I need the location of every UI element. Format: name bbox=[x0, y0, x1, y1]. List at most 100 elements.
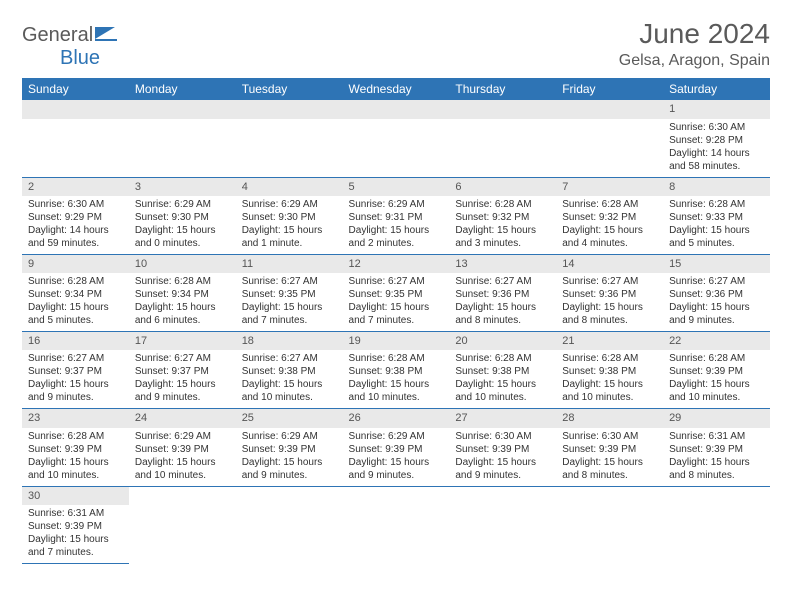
day-body: Sunrise: 6:30 AMSunset: 9:39 PMDaylight:… bbox=[556, 428, 663, 486]
day-cell bbox=[236, 486, 343, 563]
week-row: 2Sunrise: 6:30 AMSunset: 9:29 PMDaylight… bbox=[22, 177, 770, 254]
day-cell bbox=[343, 100, 450, 177]
day-body: Sunrise: 6:28 AMSunset: 9:39 PMDaylight:… bbox=[663, 350, 770, 408]
daylight-text: Daylight: 15 hours and 9 minutes. bbox=[28, 378, 123, 404]
sunset-text: Sunset: 9:39 PM bbox=[562, 443, 657, 456]
sunset-text: Sunset: 9:37 PM bbox=[28, 365, 123, 378]
day-header: Thursday bbox=[449, 78, 556, 100]
sunrise-text: Sunrise: 6:31 AM bbox=[28, 507, 123, 520]
day-cell: 4Sunrise: 6:29 AMSunset: 9:30 PMDaylight… bbox=[236, 177, 343, 254]
day-cell: 15Sunrise: 6:27 AMSunset: 9:36 PMDayligh… bbox=[663, 254, 770, 331]
sunrise-text: Sunrise: 6:30 AM bbox=[28, 198, 123, 211]
sunset-text: Sunset: 9:32 PM bbox=[562, 211, 657, 224]
day-cell bbox=[129, 486, 236, 563]
week-row: 16Sunrise: 6:27 AMSunset: 9:37 PMDayligh… bbox=[22, 332, 770, 409]
day-cell: 13Sunrise: 6:27 AMSunset: 9:36 PMDayligh… bbox=[449, 254, 556, 331]
day-number: 14 bbox=[556, 255, 663, 273]
day-number: 7 bbox=[556, 178, 663, 196]
sunrise-text: Sunrise: 6:28 AM bbox=[455, 352, 550, 365]
day-number: 18 bbox=[236, 332, 343, 350]
day-cell: 20Sunrise: 6:28 AMSunset: 9:38 PMDayligh… bbox=[449, 332, 556, 409]
day-number: 17 bbox=[129, 332, 236, 350]
sunrise-text: Sunrise: 6:28 AM bbox=[669, 352, 764, 365]
day-number: 25 bbox=[236, 409, 343, 427]
sunset-text: Sunset: 9:33 PM bbox=[669, 211, 764, 224]
day-cell: 8Sunrise: 6:28 AMSunset: 9:33 PMDaylight… bbox=[663, 177, 770, 254]
day-number: 8 bbox=[663, 178, 770, 196]
day-number: 6 bbox=[449, 178, 556, 196]
day-number: 12 bbox=[343, 255, 450, 273]
day-cell: 27Sunrise: 6:30 AMSunset: 9:39 PMDayligh… bbox=[449, 409, 556, 486]
day-body: Sunrise: 6:29 AMSunset: 9:30 PMDaylight:… bbox=[236, 196, 343, 254]
day-body: Sunrise: 6:30 AMSunset: 9:39 PMDaylight:… bbox=[449, 428, 556, 486]
day-body: Sunrise: 6:31 AMSunset: 9:39 PMDaylight:… bbox=[22, 505, 129, 563]
sunrise-text: Sunrise: 6:30 AM bbox=[455, 430, 550, 443]
daylight-text: Daylight: 14 hours and 59 minutes. bbox=[28, 224, 123, 250]
day-body: Sunrise: 6:27 AMSunset: 9:35 PMDaylight:… bbox=[236, 273, 343, 331]
sunrise-text: Sunrise: 6:28 AM bbox=[28, 430, 123, 443]
sunset-text: Sunset: 9:31 PM bbox=[349, 211, 444, 224]
day-body: Sunrise: 6:28 AMSunset: 9:38 PMDaylight:… bbox=[556, 350, 663, 408]
day-number: 16 bbox=[22, 332, 129, 350]
day-body: Sunrise: 6:28 AMSunset: 9:38 PMDaylight:… bbox=[449, 350, 556, 408]
day-body: Sunrise: 6:27 AMSunset: 9:36 PMDaylight:… bbox=[556, 273, 663, 331]
sunset-text: Sunset: 9:38 PM bbox=[562, 365, 657, 378]
sunrise-text: Sunrise: 6:28 AM bbox=[562, 352, 657, 365]
day-cell: 1Sunrise: 6:30 AMSunset: 9:28 PMDaylight… bbox=[663, 100, 770, 177]
sunset-text: Sunset: 9:37 PM bbox=[135, 365, 230, 378]
day-cell bbox=[449, 486, 556, 563]
daylight-text: Daylight: 15 hours and 10 minutes. bbox=[28, 456, 123, 482]
sunrise-text: Sunrise: 6:29 AM bbox=[349, 430, 444, 443]
daylight-text: Daylight: 15 hours and 9 minutes. bbox=[242, 456, 337, 482]
day-header: Saturday bbox=[663, 78, 770, 100]
sunset-text: Sunset: 9:34 PM bbox=[28, 288, 123, 301]
empty-daynum bbox=[343, 100, 450, 118]
daylight-text: Daylight: 15 hours and 9 minutes. bbox=[135, 378, 230, 404]
day-number: 30 bbox=[22, 487, 129, 505]
empty-daynum bbox=[22, 100, 129, 118]
day-number: 24 bbox=[129, 409, 236, 427]
daylight-text: Daylight: 15 hours and 5 minutes. bbox=[669, 224, 764, 250]
sunset-text: Sunset: 9:36 PM bbox=[562, 288, 657, 301]
daylight-text: Daylight: 15 hours and 7 minutes. bbox=[28, 533, 123, 559]
day-body: Sunrise: 6:27 AMSunset: 9:37 PMDaylight:… bbox=[22, 350, 129, 408]
day-number: 23 bbox=[22, 409, 129, 427]
day-body: Sunrise: 6:27 AMSunset: 9:35 PMDaylight:… bbox=[343, 273, 450, 331]
daylight-text: Daylight: 15 hours and 9 minutes. bbox=[455, 456, 550, 482]
day-number: 2 bbox=[22, 178, 129, 196]
day-body: Sunrise: 6:29 AMSunset: 9:39 PMDaylight:… bbox=[236, 428, 343, 486]
day-cell: 25Sunrise: 6:29 AMSunset: 9:39 PMDayligh… bbox=[236, 409, 343, 486]
sunrise-text: Sunrise: 6:29 AM bbox=[135, 430, 230, 443]
day-body: Sunrise: 6:28 AMSunset: 9:33 PMDaylight:… bbox=[663, 196, 770, 254]
sunset-text: Sunset: 9:39 PM bbox=[349, 443, 444, 456]
day-body: Sunrise: 6:30 AMSunset: 9:28 PMDaylight:… bbox=[663, 119, 770, 177]
sunset-text: Sunset: 9:36 PM bbox=[669, 288, 764, 301]
day-number: 26 bbox=[343, 409, 450, 427]
day-number: 27 bbox=[449, 409, 556, 427]
sunrise-text: Sunrise: 6:28 AM bbox=[349, 352, 444, 365]
calendar-table: SundayMondayTuesdayWednesdayThursdayFrid… bbox=[22, 78, 770, 564]
empty-daynum bbox=[449, 100, 556, 118]
week-row: 9Sunrise: 6:28 AMSunset: 9:34 PMDaylight… bbox=[22, 254, 770, 331]
week-row: 30Sunrise: 6:31 AMSunset: 9:39 PMDayligh… bbox=[22, 486, 770, 563]
day-cell: 6Sunrise: 6:28 AMSunset: 9:32 PMDaylight… bbox=[449, 177, 556, 254]
day-header: Friday bbox=[556, 78, 663, 100]
sunrise-text: Sunrise: 6:30 AM bbox=[669, 121, 764, 134]
daylight-text: Daylight: 15 hours and 3 minutes. bbox=[455, 224, 550, 250]
sunrise-text: Sunrise: 6:28 AM bbox=[28, 275, 123, 288]
day-cell: 16Sunrise: 6:27 AMSunset: 9:37 PMDayligh… bbox=[22, 332, 129, 409]
daylight-text: Daylight: 15 hours and 8 minutes. bbox=[455, 301, 550, 327]
sunrise-text: Sunrise: 6:29 AM bbox=[349, 198, 444, 211]
day-body: Sunrise: 6:27 AMSunset: 9:38 PMDaylight:… bbox=[236, 350, 343, 408]
sunrise-text: Sunrise: 6:27 AM bbox=[669, 275, 764, 288]
daylight-text: Daylight: 15 hours and 10 minutes. bbox=[455, 378, 550, 404]
day-body: Sunrise: 6:28 AMSunset: 9:32 PMDaylight:… bbox=[556, 196, 663, 254]
day-cell bbox=[129, 100, 236, 177]
sunrise-text: Sunrise: 6:27 AM bbox=[349, 275, 444, 288]
logo-text-2: Blue bbox=[60, 47, 100, 69]
sunrise-text: Sunrise: 6:27 AM bbox=[242, 352, 337, 365]
day-body: Sunrise: 6:28 AMSunset: 9:38 PMDaylight:… bbox=[343, 350, 450, 408]
day-number: 19 bbox=[343, 332, 450, 350]
sunset-text: Sunset: 9:34 PM bbox=[135, 288, 230, 301]
daylight-text: Daylight: 14 hours and 58 minutes. bbox=[669, 147, 764, 173]
